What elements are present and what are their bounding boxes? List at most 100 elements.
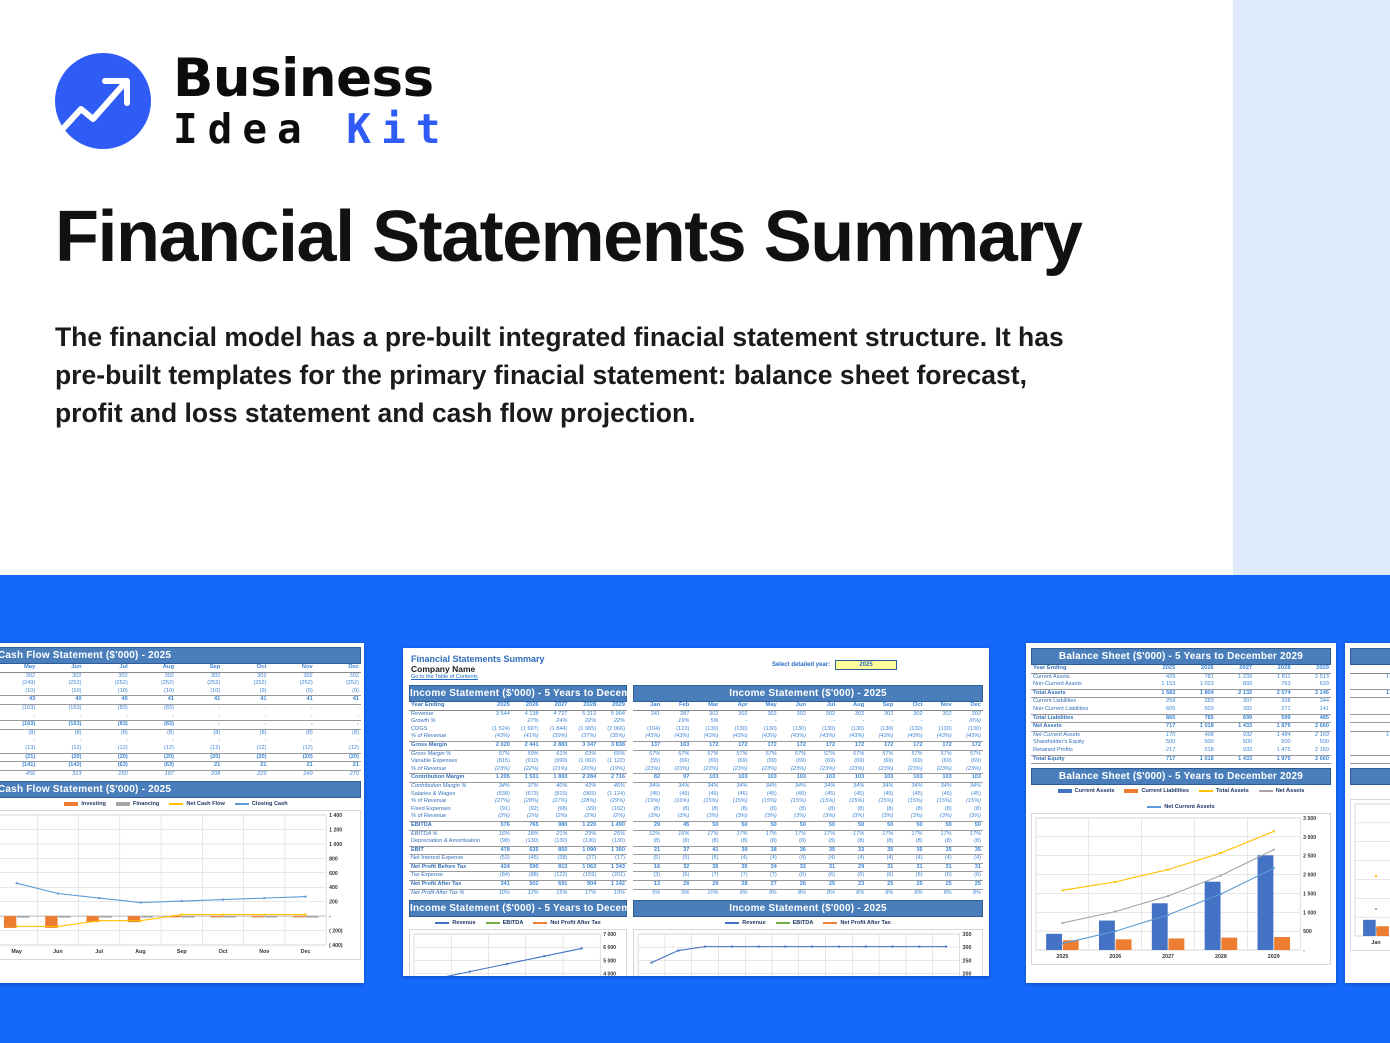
- table-cell: 1 220: [569, 820, 599, 831]
- table-cell: (8): [915, 805, 923, 812]
- table-cell: (53): [499, 855, 510, 862]
- table-cell: 103: [895, 773, 925, 783]
- table-row: 137 163 172 172 172 172 172 172 172 172 172 172: [633, 740, 983, 751]
- table-cell: 1 090: [569, 845, 599, 856]
- table-cell: 8%: [943, 889, 952, 896]
- table-cell: (5): [682, 855, 690, 862]
- table-cell: (43%): [761, 733, 777, 740]
- column-header: Dec: [314, 664, 361, 673]
- table-cell: (1 697): [520, 725, 539, 732]
- table-cell: 163: [662, 740, 692, 751]
- table-cell: 17%: [707, 830, 719, 837]
- column-header: Sep: [866, 702, 896, 711]
- table-cell: 172: [720, 740, 750, 751]
- table-cell: (27%): [552, 798, 568, 805]
- table-cell: 271: [1281, 705, 1291, 712]
- table-cell: 17%: [794, 830, 806, 837]
- table-cell: (20%): [581, 765, 597, 772]
- svg-text:400: 400: [329, 886, 338, 892]
- table-cell: (6): [828, 872, 836, 879]
- table-row: 512: [1350, 754, 1390, 765]
- table-cell: 692: [1350, 706, 1390, 714]
- table-row: (45) (45) (45) (45) (45) (45) (45) (45) (45) (45)…: [633, 791, 983, 799]
- table-cell: 1 811: [1276, 673, 1291, 680]
- table-row: (23%) (23%) (23%) (23%) (23%) (23%) (23%) (23%)…: [633, 766, 983, 774]
- table-cell: (130): [554, 838, 568, 845]
- table-cell: 50: [778, 820, 808, 831]
- table-cell: (8): [915, 838, 923, 845]
- table-cell: 34%: [969, 782, 981, 789]
- table-cell: [483, 718, 512, 726]
- table-row: (249) (252) (252) (252) (252) (252) (252) (252): [0, 680, 361, 688]
- table-cell: 29: [633, 820, 663, 831]
- table-cell: (7): [769, 872, 777, 879]
- table-row: 82 97 103 103 103 103 103 103 103 103 103 103: [633, 773, 983, 783]
- table-cell: 302: [349, 672, 359, 679]
- table-cell: (3%): [823, 813, 836, 820]
- table-cell: (5): [653, 855, 661, 862]
- table-row: 500: [1350, 739, 1390, 747]
- table-cell: 103: [749, 773, 779, 783]
- table-cell: (20): [37, 752, 84, 763]
- table-cell: 41: [176, 695, 223, 705]
- table-cell: 17%: [940, 830, 952, 837]
- table-row: Shareholder's Equity 500 500 500 500 500: [1031, 739, 1331, 747]
- table-cell: 21: [314, 761, 361, 771]
- row-label: Net Profit After Tax: [409, 880, 484, 890]
- table-row: Growth % 27% 24% 22% 22%: [409, 718, 627, 726]
- is-annual-table: Year Ending 2025 2026 2027 2028 2029 Revenue 3 …: [409, 702, 627, 897]
- table-cell: 893: [1242, 681, 1253, 688]
- table-cell: (8): [74, 729, 82, 736]
- table-cell: (15%): [732, 798, 748, 805]
- table-cell: 691: [540, 880, 570, 890]
- income-statement-screenshot-card[interactable]: Financial Statements Summary Company Nam…: [403, 648, 989, 976]
- table-cell: (8): [740, 838, 748, 845]
- table-cell: 25: [866, 880, 896, 890]
- table-row: Net Assets 717 1 018 1 433 1 975 2 660: [1031, 722, 1331, 732]
- table-cell: 765: [511, 820, 541, 831]
- table-cell: (6): [944, 872, 952, 879]
- table-cell: 217: [1166, 746, 1176, 753]
- table-cell: 21: [222, 761, 269, 771]
- table-cell: 8%: [856, 889, 865, 896]
- svg-text:Nov: Nov: [259, 949, 269, 955]
- table-cell: 2 441: [511, 740, 541, 751]
- table-cell: (19%): [610, 765, 625, 772]
- is-toc-link[interactable]: Go to the Table of Contents: [411, 674, 478, 680]
- table-cell: (23%): [703, 765, 719, 772]
- column-header: 2029: [1292, 665, 1331, 674]
- table-cell: (252): [253, 680, 267, 687]
- table-cell: (8): [259, 729, 267, 736]
- table-row: (104) (123) (130) (130) (130) (130) (130) (130)…: [633, 726, 983, 734]
- table-cell: (130): [822, 725, 836, 732]
- is-monthly-table: Jan Feb Mar Apr May Jun Jul Aug Sep Oct Nov Dec 241 2…: [633, 702, 983, 897]
- table-cell: 1 975: [1254, 722, 1293, 732]
- table-cell: (673): [525, 790, 539, 797]
- table-row: 12: [1350, 747, 1390, 755]
- table-cell: 21: [268, 761, 315, 771]
- table-cell: 31: [807, 862, 838, 873]
- table-cell: 57%: [911, 750, 923, 757]
- row-label: Net Assets: [1031, 722, 1139, 732]
- table-cell: 26: [662, 880, 692, 890]
- table-cell: (4): [799, 855, 806, 862]
- year-selector-input[interactable]: 2025: [835, 660, 897, 670]
- table-cell: (23%): [791, 765, 806, 772]
- row-label: Salaries & Wages: [411, 790, 456, 797]
- cash-flow-screenshot-card[interactable]: Cash Flow Statement ($'000) - 2025 May Ju…: [0, 643, 364, 983]
- table-cell: (45): [825, 790, 836, 797]
- table-cell: 302: [854, 710, 865, 717]
- table-cell: 33: [837, 845, 867, 856]
- table-cell: 9%: [739, 889, 748, 896]
- table-cell: 786: [1350, 713, 1390, 724]
- table-cell: 17%: [969, 830, 981, 837]
- table-cell: 41: [314, 695, 361, 705]
- table-cell: 5 904: [611, 710, 625, 717]
- svg-text:1 400: 1 400: [329, 813, 342, 819]
- balance-sheet-monthly-sliver-card[interactable]: Jan1 1741241 297936927865121 08150012512…: [1345, 643, 1390, 983]
- balance-sheet-screenshot-card[interactable]: Balance Sheet ($'000) - 5 Years to Decem…: [1026, 643, 1336, 983]
- bs-chart-title: Balance Sheet ($'000) - 5 Years to Decem…: [1031, 768, 1331, 786]
- legend-label: Net Profit After Tax: [550, 920, 601, 927]
- table-cell: 8%: [914, 889, 923, 896]
